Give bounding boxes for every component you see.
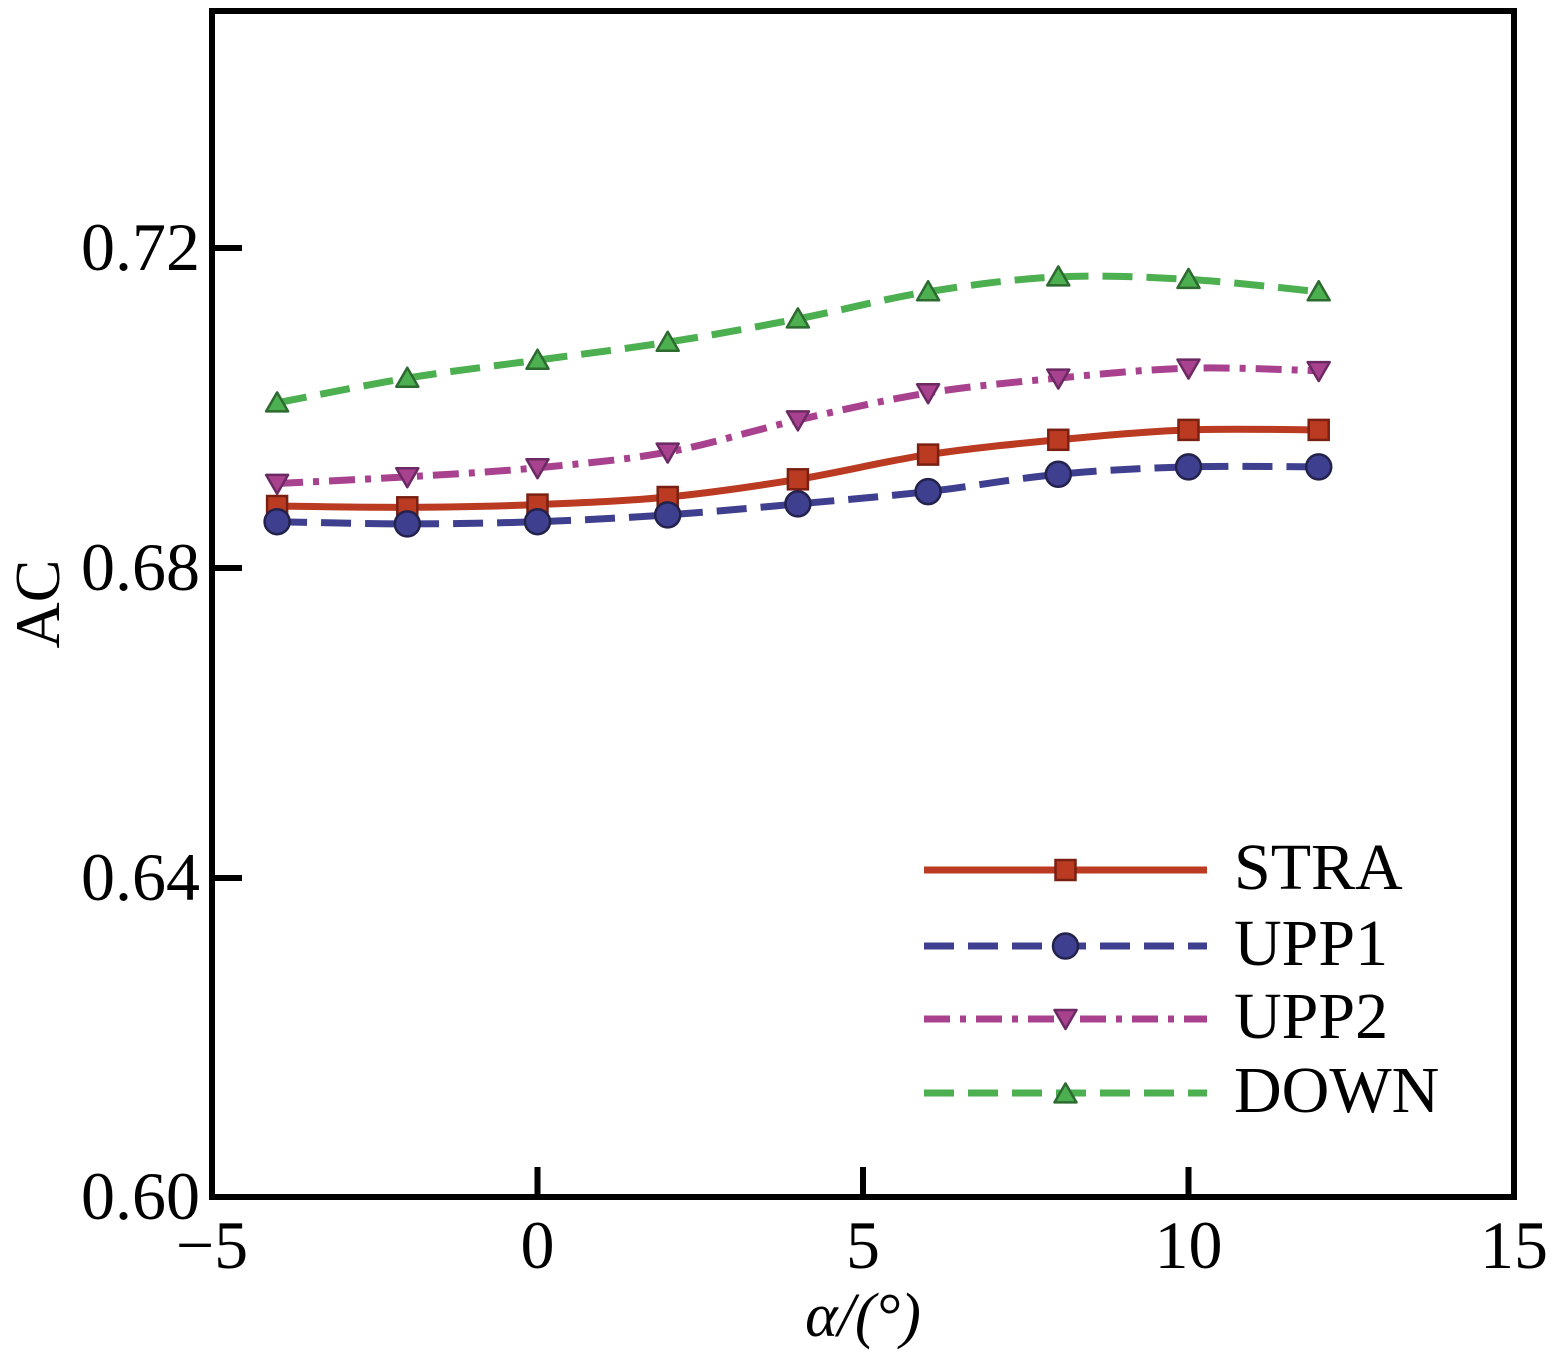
svg-text:5: 5 bbox=[846, 1207, 880, 1283]
svg-text:DOWN: DOWN bbox=[1234, 1054, 1439, 1127]
svg-text:0.68: 0.68 bbox=[81, 529, 200, 605]
svg-text:AC: AC bbox=[2, 560, 73, 649]
svg-text:15: 15 bbox=[1480, 1207, 1548, 1283]
svg-text:0.72: 0.72 bbox=[81, 209, 200, 285]
svg-text:α/(°): α/(°) bbox=[805, 1282, 921, 1350]
svg-text:0.64: 0.64 bbox=[81, 839, 200, 915]
svg-text:−5: −5 bbox=[176, 1207, 248, 1283]
svg-text:UPP1: UPP1 bbox=[1234, 907, 1388, 980]
svg-text:0: 0 bbox=[521, 1207, 555, 1283]
svg-text:UPP2: UPP2 bbox=[1234, 980, 1388, 1053]
svg-text:10: 10 bbox=[1155, 1207, 1223, 1283]
svg-text:STRA: STRA bbox=[1234, 831, 1403, 904]
